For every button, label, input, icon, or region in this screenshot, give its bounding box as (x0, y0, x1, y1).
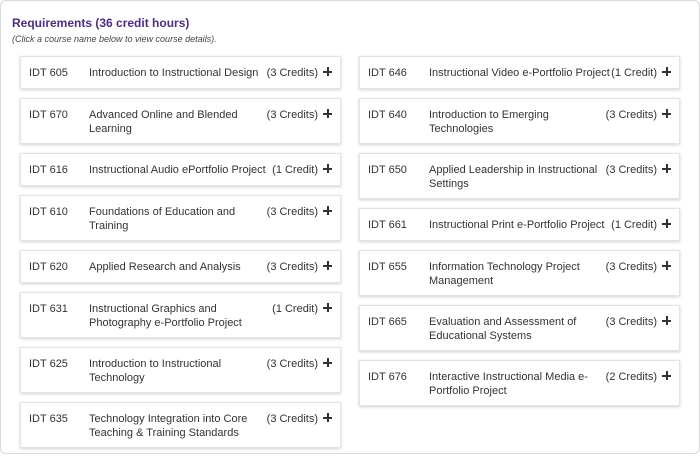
plus-icon[interactable] (662, 109, 671, 118)
course-credits: (3 Credits) (605, 164, 657, 176)
course-credits: (3 Credits) (266, 206, 318, 218)
course-code: IDT 650 (368, 164, 407, 176)
course-credits: (3 Credits) (266, 67, 318, 79)
plus-icon[interactable] (323, 358, 332, 367)
course-name-link[interactable]: Information Technology Project Managemen… (429, 261, 580, 287)
course-credits: (3 Credits) (266, 109, 318, 121)
plus-icon[interactable] (662, 164, 671, 173)
plus-icon[interactable] (662, 261, 671, 270)
requirements-title: Requirements (36 credit hours) (12, 16, 190, 30)
course-name-link[interactable]: Applied Leadership in Instructional Sett… (429, 164, 598, 190)
course-credits: (1 Credit) (611, 67, 657, 79)
course-credits: (1 Credit) (272, 164, 318, 176)
course-code: IDT 631 (29, 303, 68, 315)
course-card-idt-635[interactable]: IDT 635 Technology Integration into Core… (20, 402, 341, 448)
course-name-link[interactable]: Instructional Video e-Portfolio Project (429, 67, 610, 79)
course-card-idt-605[interactable]: IDT 605 Introduction to Instructional De… (20, 56, 341, 89)
course-credits: (3 Credits) (605, 109, 657, 121)
course-name-link[interactable]: Instructional Print e-Portfolio Project (429, 219, 605, 231)
requirements-subtitle: (Click a course name below to view cours… (12, 34, 217, 44)
left-course-column: IDT 605 Introduction to Instructional De… (20, 56, 341, 457)
course-name-link[interactable]: Introduction to Instructional Technology (89, 358, 222, 384)
course-name-link[interactable]: Introduction to Emerging Technologies (429, 109, 549, 135)
course-code: IDT 646 (368, 67, 407, 79)
course-credits: (1 Credit) (611, 219, 657, 231)
course-name-link[interactable]: Evaluation and Assessment of Educational… (429, 316, 577, 342)
course-code: IDT 655 (368, 261, 407, 273)
plus-icon[interactable] (662, 316, 671, 325)
plus-icon[interactable] (323, 67, 332, 76)
course-credits: (3 Credits) (605, 261, 657, 273)
plus-icon[interactable] (323, 303, 332, 312)
course-card-idt-616[interactable]: IDT 616 Instructional Audio ePortfolio P… (20, 153, 341, 186)
course-code: IDT 605 (29, 67, 68, 79)
course-credits: (3 Credits) (266, 413, 318, 425)
plus-icon[interactable] (662, 371, 671, 380)
course-credits: (3 Credits) (605, 316, 657, 328)
course-credits: (3 Credits) (266, 358, 318, 370)
course-card-idt-670[interactable]: IDT 670 Advanced Online and Blended Lear… (20, 98, 341, 144)
course-card-idt-610[interactable]: IDT 610 Foundations of Education and Tra… (20, 195, 341, 241)
course-code: IDT 676 (368, 371, 407, 383)
course-name-link[interactable]: Advanced Online and Blended Learning (89, 109, 238, 135)
plus-icon[interactable] (323, 164, 332, 173)
course-code: IDT 635 (29, 413, 68, 425)
course-code: IDT 670 (29, 109, 68, 121)
course-credits: (2 Credits) (605, 371, 657, 383)
plus-icon[interactable] (323, 109, 332, 118)
course-code: IDT 640 (368, 109, 407, 121)
course-card-idt-625[interactable]: IDT 625 Introduction to Instructional Te… (20, 347, 341, 393)
course-name-link[interactable]: Introduction to Instructional Design (89, 67, 259, 79)
course-name-link[interactable]: Interactive Instructional Media e-Portfo… (429, 371, 588, 397)
course-name-link[interactable]: Technology Integration into Core Teachin… (89, 413, 248, 439)
plus-icon[interactable] (323, 261, 332, 270)
course-name-link[interactable]: Foundations of Education and Training (89, 206, 236, 232)
course-code: IDT 661 (368, 219, 407, 231)
course-code: IDT 616 (29, 164, 68, 176)
course-card-idt-631[interactable]: IDT 631 Instructional Graphics and Photo… (20, 292, 341, 338)
course-card-idt-661[interactable]: IDT 661 Instructional Print e-Portfolio … (359, 208, 680, 241)
course-name-link[interactable]: Instructional Graphics and Photography e… (89, 303, 242, 329)
right-course-column: IDT 646 Instructional Video e-Portfolio … (359, 56, 680, 415)
course-card-idt-640[interactable]: IDT 640 Introduction to Emerging Technol… (359, 98, 680, 144)
plus-icon[interactable] (662, 67, 671, 76)
plus-icon[interactable] (323, 413, 332, 422)
course-card-idt-646[interactable]: IDT 646 Instructional Video e-Portfolio … (359, 56, 680, 89)
course-code: IDT 610 (29, 206, 68, 218)
course-card-idt-655[interactable]: IDT 655 Information Technology Project M… (359, 250, 680, 296)
course-code: IDT 620 (29, 261, 68, 273)
course-card-idt-650[interactable]: IDT 650 Applied Leadership in Instructio… (359, 153, 680, 199)
course-card-idt-676[interactable]: IDT 676 Interactive Instructional Media … (359, 360, 680, 406)
course-code: IDT 665 (368, 316, 407, 328)
course-credits: (1 Credit) (272, 303, 318, 315)
plus-icon[interactable] (323, 206, 332, 215)
course-card-idt-620[interactable]: IDT 620 Applied Research and Analysis (3… (20, 250, 341, 283)
course-credits: (3 Credits) (266, 261, 318, 273)
course-card-idt-665[interactable]: IDT 665 Evaluation and Assessment of Edu… (359, 305, 680, 351)
course-code: IDT 625 (29, 358, 68, 370)
plus-icon[interactable] (662, 219, 671, 228)
course-name-link[interactable]: Instructional Audio ePortfolio Project (89, 164, 266, 176)
course-name-link[interactable]: Applied Research and Analysis (89, 261, 241, 273)
